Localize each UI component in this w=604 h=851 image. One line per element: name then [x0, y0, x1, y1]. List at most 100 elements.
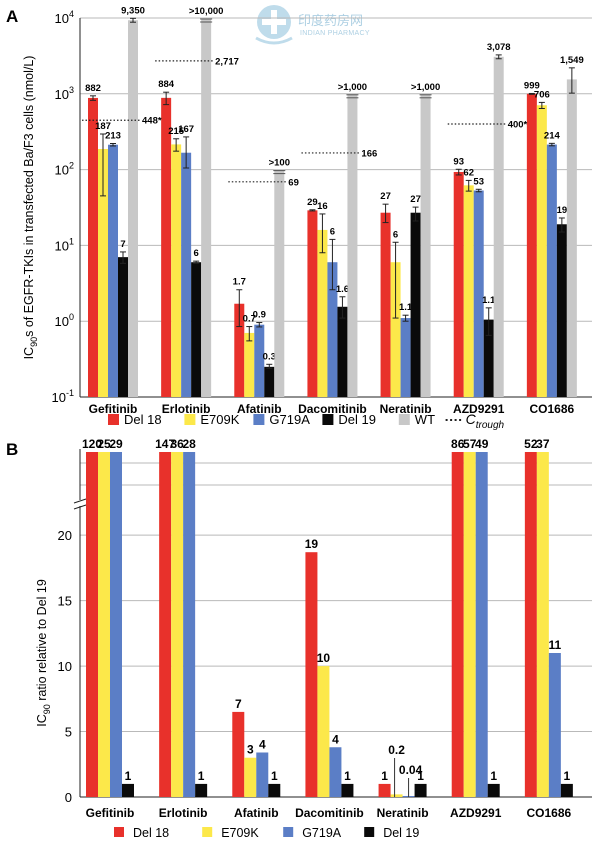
data-label-wt: >10,000 — [189, 6, 224, 17]
bar-dacomitinib-del-19 — [337, 306, 348, 397]
data-label-e709k: 25 — [97, 437, 111, 451]
bar-afatinib-del-19 — [264, 366, 275, 397]
legend-swatch-e709k — [202, 827, 213, 837]
data-label-g719a: 213 — [105, 130, 121, 141]
data-label-del-19: 1 — [125, 769, 132, 783]
bar-gefitinib-del-18 — [86, 452, 98, 797]
data-label-e709k: 215 — [168, 126, 185, 137]
data-label-del-19: 1.6 — [336, 284, 349, 295]
panel-b-label: B — [6, 440, 18, 459]
bar-erlotinib-del-19 — [195, 783, 208, 797]
bar-azd9291-del-18 — [453, 171, 464, 397]
bar-azd9291-e709k — [463, 185, 474, 397]
bar-neratinib-del-19 — [410, 212, 421, 397]
data-label-g719a: 53 — [473, 176, 484, 187]
legend-label-g719a: G719A — [269, 412, 310, 427]
panel-a-label: A — [6, 7, 18, 26]
legend-swatch-e709k — [184, 414, 196, 425]
bar-dacomitinib-e709k — [317, 229, 328, 397]
bar-gefitinib-del-19 — [122, 783, 134, 797]
bar-gefitinib-g719a — [110, 452, 122, 797]
data-label-e709k: 37 — [536, 437, 550, 451]
bar-gefitinib-e709k — [98, 148, 108, 397]
bar-afatinib-del-18 — [232, 711, 245, 797]
y-tick-label: 101 — [55, 236, 74, 253]
bar-dacomitinib-wt — [347, 93, 358, 398]
data-label-g719a: 29 — [109, 437, 123, 451]
bar-co1686-del-19 — [556, 224, 567, 397]
bar-neratinib-del-18 — [380, 212, 391, 397]
legend-label-e709k: E709K — [221, 826, 259, 840]
x-tick-gefitinib: Gefitinib — [86, 806, 135, 820]
data-label-del-19: 1 — [417, 769, 424, 783]
data-label-e709k: 36 — [170, 437, 184, 451]
bar-afatinib-del-19 — [268, 783, 281, 797]
data-label-g719a: 11 — [549, 638, 562, 652]
data-label-del-18: 884 — [158, 79, 175, 90]
data-label-del-19: 27 — [410, 194, 421, 205]
y-tick-label: 103 — [55, 85, 74, 102]
bar-gefitinib-g719a — [108, 144, 118, 397]
y-tick-label: 5 — [65, 725, 72, 740]
data-label-del-19: 1 — [564, 769, 571, 783]
data-label-e709k: 57 — [463, 437, 477, 451]
x-tick-dacomitinib: Dacomitinib — [295, 806, 364, 820]
data-label-wt: 3,078 — [487, 42, 511, 53]
y-tick-label: 10 — [58, 659, 72, 674]
bar-co1686-del-18 — [524, 452, 537, 797]
x-tick-erlotinib: Erlotinib — [162, 402, 211, 416]
y-tick-label: 100 — [55, 312, 74, 329]
x-tick-gefitinib: Gefitinib — [89, 402, 138, 416]
bar-co1686-wt — [566, 79, 577, 397]
data-label-g719a: 0.04 — [399, 763, 423, 777]
bar-co1686-del-18 — [526, 93, 537, 397]
data-label-del-18: 120 — [82, 437, 102, 451]
ctrough-label-erlotinib: 2,717 — [215, 56, 239, 67]
bar-co1686-e709k — [536, 105, 547, 397]
data-label-del-19: 7 — [120, 239, 125, 250]
bar-dacomitinib-del-18 — [307, 210, 318, 397]
data-label-e709k: 3 — [247, 743, 254, 757]
x-tick-co1686: CO1686 — [530, 402, 575, 416]
legend-label-del-19: Del 19 — [338, 412, 376, 427]
data-label-del-19: 1 — [271, 769, 278, 783]
bar-dacomitinib-g719a — [329, 747, 342, 797]
data-label-del-18: 7 — [235, 697, 242, 711]
y-axis-label: IC90s of EGFR-TKIs in transfected Ba/F3 … — [22, 56, 39, 360]
y-tick-label: 10-1 — [52, 388, 74, 405]
bar-erlotinib-g719a — [181, 152, 192, 397]
data-label-g719a: 1.1 — [399, 302, 413, 313]
data-label-g719a: 0.9 — [253, 310, 266, 321]
bar-dacomitinib-del-18 — [305, 552, 318, 797]
data-label-wt: >1,000 — [338, 82, 367, 93]
data-label-e709k: 187 — [95, 121, 111, 132]
data-label-e709k: 16 — [317, 201, 328, 212]
bar-co1686-e709k — [536, 452, 549, 797]
data-label-wt: >1,000 — [411, 82, 440, 93]
legend-swatch-del-18 — [108, 414, 119, 425]
data-label-e709k: 62 — [463, 167, 474, 178]
legend-swatch-g719a — [283, 827, 294, 837]
data-label-del-18: 882 — [85, 83, 101, 94]
bar-gefitinib-e709k — [98, 452, 110, 797]
data-label-del-19: 1 — [490, 769, 497, 783]
data-label-g719a: 167 — [178, 124, 194, 135]
bar-afatinib-e709k — [244, 757, 257, 797]
data-label-del-18: 1.7 — [233, 277, 246, 288]
ctrough-label-afatinib: 69 — [288, 177, 299, 188]
data-label-g719a: 28 — [182, 437, 196, 451]
bar-erlotinib-e709k — [171, 144, 182, 397]
legend-label-e709k: E709K — [200, 412, 239, 427]
data-label-del-18: 52 — [524, 437, 538, 451]
data-label-del-18: 1 — [381, 769, 388, 783]
data-label-g719a: 214 — [544, 130, 561, 141]
bar-neratinib-wt — [420, 93, 431, 398]
x-tick-dacomitinib: Dacomitinib — [298, 402, 367, 416]
bar-erlotinib-del-19 — [191, 262, 202, 397]
y-tick-label: 104 — [55, 9, 74, 26]
ctrough-label-dacomitinib: 166 — [361, 148, 377, 159]
bar-co1686-g719a — [548, 653, 561, 797]
bar-azd9291-g719a — [473, 190, 484, 397]
bar-co1686-g719a — [546, 144, 557, 397]
